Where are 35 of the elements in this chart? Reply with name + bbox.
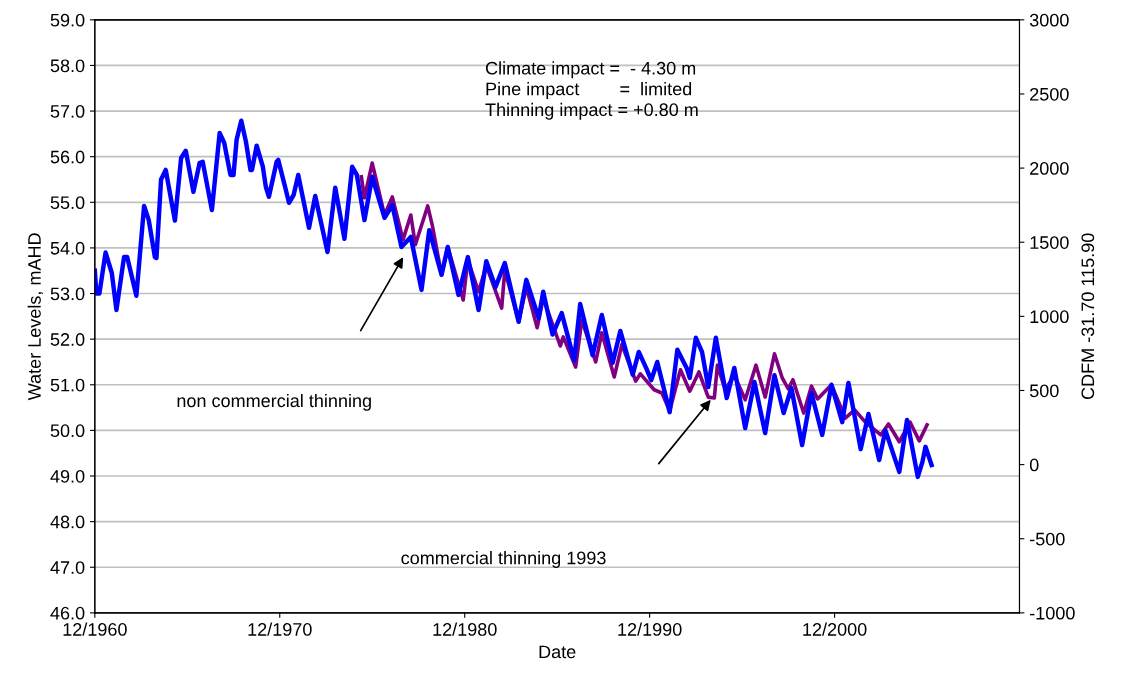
y-tick-label: 46.0 bbox=[50, 606, 85, 620]
y-axis-title: Water Levels, mAHD bbox=[27, 233, 43, 401]
annotation: non commercial thinning bbox=[177, 393, 371, 411]
y2-tick-label: 1000 bbox=[1030, 310, 1069, 324]
y2-tick-label: 2000 bbox=[1030, 162, 1069, 175]
y2-tick-label: 3000 bbox=[1029, 13, 1069, 27]
y2-tick-label: -1000 bbox=[1030, 606, 1075, 620]
y2-tick-label: 0 bbox=[1029, 458, 1039, 472]
annotation: commercial thinning 1993 bbox=[401, 551, 606, 568]
y-tick-label: 48.0 bbox=[50, 515, 85, 529]
y-tick-label: 55.0 bbox=[50, 196, 85, 210]
y-tick-label: 58.0 bbox=[50, 59, 85, 73]
y-tick-label: 49.0 bbox=[50, 469, 85, 483]
x-tick-label: 12/1980 bbox=[433, 622, 497, 636]
annotation: Climate impact = - 4.30 m Pine impact = limited Thinning impact = +0.80 m bbox=[485, 61, 698, 120]
x-tick-label: 12/1960 bbox=[63, 622, 127, 636]
y-tick-label: 59.0 bbox=[50, 13, 85, 27]
x-tick-label: 12/2000 bbox=[803, 622, 867, 636]
y-tick-label: 54.0 bbox=[50, 241, 85, 255]
x-axis-title: Date bbox=[539, 645, 576, 659]
y-tick-label: 47.0 bbox=[50, 561, 85, 574]
y2-tick-label: -500 bbox=[1030, 532, 1065, 546]
y-tick-label: 56.0 bbox=[50, 150, 85, 164]
y-tick-label: 53.0 bbox=[50, 287, 85, 301]
y-tick-label: 51.0 bbox=[50, 378, 85, 392]
line-series bbox=[94, 118, 934, 480]
y-tick-label: 50.0 bbox=[50, 424, 85, 438]
y2-axis-title: CDFM -31.70 115.90 bbox=[1081, 233, 1095, 400]
y-tick-label: 52.0 bbox=[50, 333, 85, 346]
x-tick-label: 12/1990 bbox=[618, 622, 682, 636]
y2-tick-label: 2500 bbox=[1030, 87, 1069, 101]
y2-tick-label: 1500 bbox=[1030, 236, 1069, 249]
y2-tick-label: 500 bbox=[1029, 384, 1059, 398]
y-tick-label: 57.0 bbox=[50, 105, 85, 118]
x-tick-label: 12/1970 bbox=[248, 622, 312, 636]
